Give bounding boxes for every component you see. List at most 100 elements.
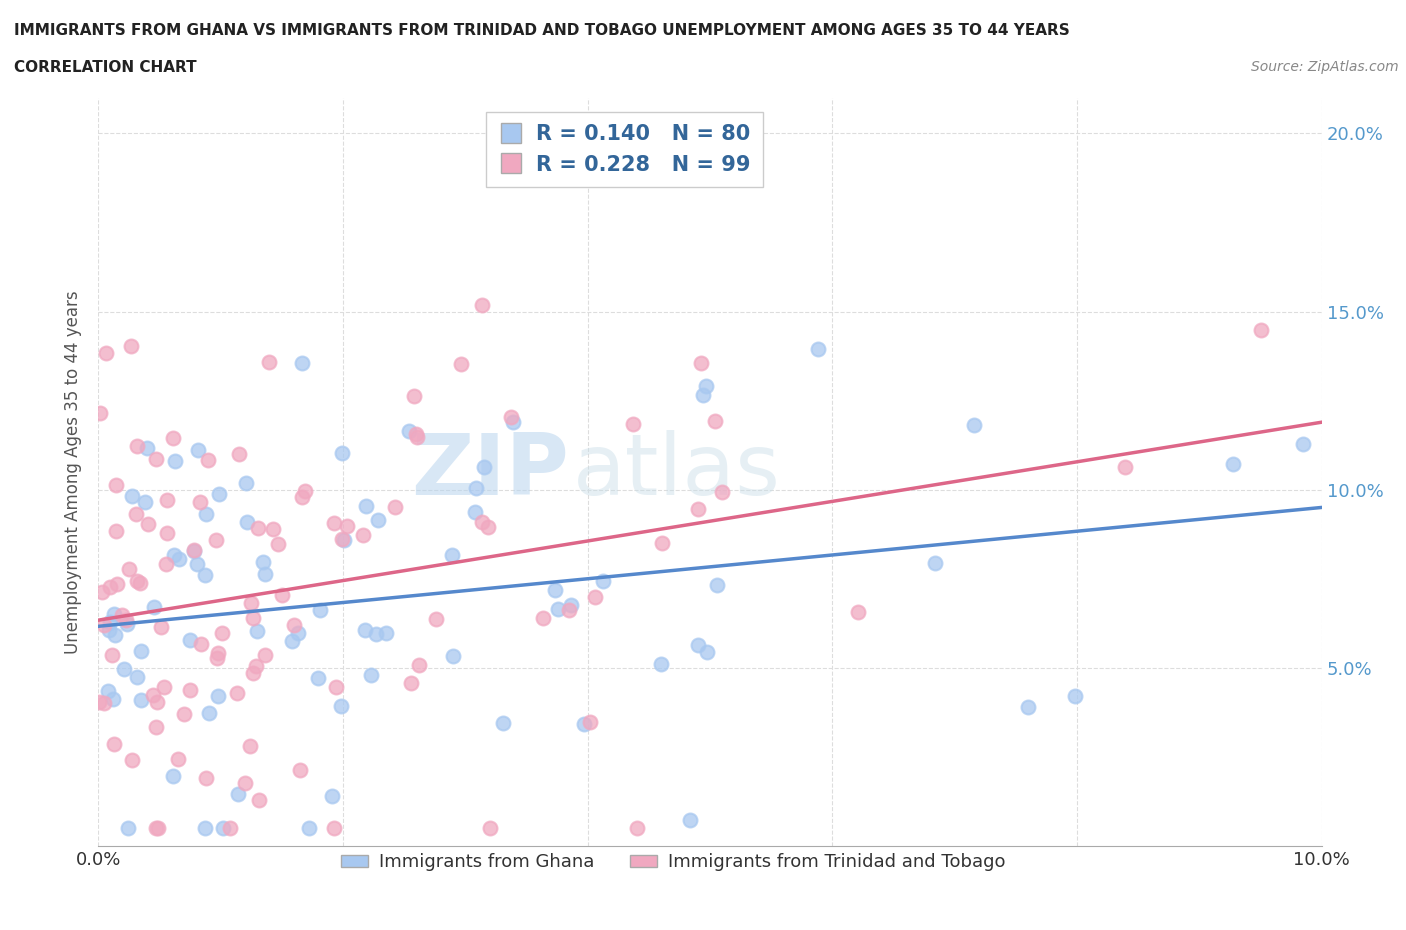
Point [204, 532, 226, 547]
Point [136, 441, 159, 456]
Point [321, 788, 343, 803]
Point [143, 600, 166, 615]
Point [145, 452, 167, 467]
Point [155, 493, 177, 508]
Point [198, 706, 221, 721]
Point [162, 768, 184, 783]
Point [354, 499, 377, 514]
Point [235, 475, 257, 490]
Point [309, 603, 332, 618]
Point [194, 567, 217, 582]
Point [93, 618, 115, 632]
Point [560, 598, 582, 613]
Point [1222, 457, 1244, 472]
Point [1292, 436, 1315, 451]
Point [183, 543, 205, 558]
Point [179, 683, 201, 698]
Legend: Immigrants from Ghana, Immigrants from Trinidad and Tobago: Immigrants from Ghana, Immigrants from T… [333, 846, 1012, 879]
Point [464, 504, 486, 519]
Point [146, 695, 169, 710]
Point [572, 716, 595, 731]
Point [547, 602, 569, 617]
Point [194, 821, 217, 836]
Point [441, 548, 464, 563]
Point [156, 525, 179, 540]
Point [291, 489, 314, 504]
Point [333, 532, 356, 547]
Point [219, 821, 242, 836]
Text: CORRELATION CHART: CORRELATION CHART [14, 60, 197, 75]
Point [1064, 688, 1087, 703]
Point [963, 418, 986, 432]
Point [146, 821, 169, 836]
Point [499, 410, 522, 425]
Point [103, 607, 125, 622]
Point [290, 763, 312, 777]
Point [127, 574, 149, 589]
Point [262, 521, 284, 536]
Y-axis label: Unemployment Among Ages 35 to 44 years: Unemployment Among Ages 35 to 44 years [65, 290, 83, 654]
Text: ZIP: ZIP [412, 431, 569, 513]
Point [695, 644, 717, 659]
Point [121, 752, 143, 767]
Point [1250, 323, 1272, 338]
Point [97, 684, 120, 698]
Point [105, 577, 128, 591]
Point [479, 821, 502, 836]
Point [441, 649, 464, 664]
Point [195, 770, 218, 785]
Point [212, 821, 235, 836]
Point [335, 518, 357, 533]
Point [163, 454, 186, 469]
Point [330, 445, 353, 460]
Point [579, 714, 602, 729]
Point [101, 692, 124, 707]
Point [544, 582, 567, 597]
Point [207, 689, 229, 704]
Point [267, 537, 290, 551]
Point [205, 650, 228, 665]
Point [354, 623, 377, 638]
Point [247, 792, 270, 807]
Point [162, 431, 184, 445]
Point [127, 670, 149, 684]
Point [121, 488, 143, 503]
Point [242, 666, 264, 681]
Point [471, 298, 494, 312]
Point [592, 573, 614, 588]
Point [405, 426, 427, 441]
Point [281, 633, 304, 648]
Point [374, 626, 396, 641]
Point [807, 341, 830, 356]
Point [124, 507, 146, 522]
Point [307, 671, 329, 685]
Point [294, 484, 316, 498]
Point [688, 501, 710, 516]
Point [330, 532, 353, 547]
Point [924, 555, 946, 570]
Point [98, 622, 121, 637]
Point [186, 556, 208, 571]
Point [329, 698, 352, 713]
Point [650, 657, 672, 671]
Point [254, 566, 277, 581]
Point [246, 623, 269, 638]
Point [87, 695, 110, 710]
Point [298, 821, 321, 836]
Point [91, 584, 114, 599]
Point [194, 507, 217, 522]
Point [101, 648, 124, 663]
Point [93, 696, 115, 711]
Point [136, 517, 159, 532]
Point [405, 429, 427, 444]
Point [322, 516, 344, 531]
Point [1114, 459, 1136, 474]
Point [118, 561, 141, 576]
Point [695, 379, 717, 393]
Text: IMMIGRANTS FROM GHANA VS IMMIGRANTS FROM TRINIDAD AND TOBAGO UNEMPLOYMENT AMONG : IMMIGRANTS FROM GHANA VS IMMIGRANTS FROM… [14, 23, 1070, 38]
Point [98, 579, 121, 594]
Point [149, 620, 172, 635]
Point [325, 679, 347, 694]
Point [197, 452, 219, 467]
Point [117, 821, 139, 836]
